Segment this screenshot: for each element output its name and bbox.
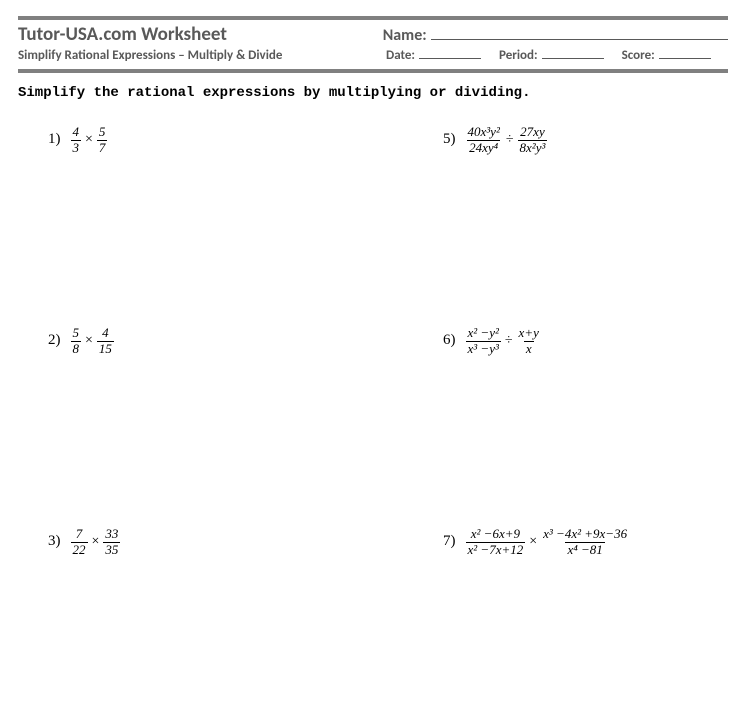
problem-number: 6): [443, 326, 456, 349]
problem-6: 6) x² −y² x³ −y³ ÷ x+y x: [373, 326, 728, 357]
problem-number: 5): [443, 125, 456, 148]
problem-expression: 5 8 × 4 15: [71, 326, 114, 357]
problem-expression: x² −y² x³ −y³ ÷ x+y x: [466, 326, 541, 357]
fraction: 40x³y² 24xy⁴: [466, 125, 502, 156]
problem-7: 7) x² −6x+9 x² −7x+12 × x³ −4x² +9x−36 x…: [373, 527, 728, 558]
numerator: x² −y²: [466, 326, 501, 341]
left-column: 1) 4 3 × 5 7 2) 5 8 ×: [18, 125, 373, 728]
problem-number: 3): [48, 527, 61, 550]
fraction: 5 7: [97, 125, 108, 156]
fraction: x+y x: [517, 326, 541, 357]
worksheet-subtitle: Simplify Rational Expressions – Multiply…: [18, 48, 386, 63]
fraction: 4 15: [97, 326, 114, 357]
numerator: 33: [103, 527, 120, 542]
problem-2: 2) 5 8 × 4 15: [18, 326, 373, 357]
period-label: Period:: [499, 48, 538, 63]
problem-1: 1) 4 3 × 5 7: [18, 125, 373, 156]
worksheet-title: Tutor-USA.com Worksheet: [18, 23, 383, 46]
fraction: x² −6x+9 x² −7x+12: [466, 527, 526, 558]
numerator: x² −6x+9: [469, 527, 522, 542]
numerator: 27xy: [518, 125, 547, 140]
score-blank[interactable]: [659, 48, 711, 59]
numerator: 5: [71, 326, 82, 341]
operator: ×: [92, 534, 100, 550]
denominator: 24xy⁴: [467, 140, 500, 156]
problem-expression: 4 3 × 5 7: [71, 125, 108, 156]
numerator: 5: [97, 125, 108, 140]
instructions-text: Simplify the rational expressions by mul…: [18, 85, 728, 101]
problem-expression: 7 22 × 33 35: [71, 527, 121, 558]
right-column: 5) 40x³y² 24xy⁴ ÷ 27xy 8x²y³ 6) x² −y² x…: [373, 125, 728, 728]
numerator: 4: [100, 326, 111, 341]
name-label: Name:: [383, 26, 427, 45]
denominator: 35: [103, 542, 120, 558]
operator: ÷: [506, 132, 514, 148]
operator: ×: [85, 333, 93, 349]
denominator: 15: [97, 341, 114, 357]
denominator: 8: [71, 341, 82, 357]
problem-3: 3) 7 22 × 33 35: [18, 527, 373, 558]
fraction: 33 35: [103, 527, 120, 558]
fraction: 5 8: [71, 326, 82, 357]
problems-area: 1) 4 3 × 5 7 2) 5 8 ×: [18, 125, 728, 728]
title-row: Tutor-USA.com Worksheet Name:: [18, 23, 728, 46]
denominator: x³ −y³: [466, 341, 501, 357]
fraction: 4 3: [71, 125, 82, 156]
operator: ×: [85, 132, 93, 148]
numerator: x³ −4x² +9x−36: [541, 527, 629, 542]
problem-expression: x² −6x+9 x² −7x+12 × x³ −4x² +9x−36 x⁴ −…: [466, 527, 630, 558]
numerator: x+y: [517, 326, 541, 341]
problem-number: 7): [443, 527, 456, 550]
subtitle-row: Simplify Rational Expressions – Multiply…: [18, 48, 728, 63]
problem-expression: 40x³y² 24xy⁴ ÷ 27xy 8x²y³: [466, 125, 548, 156]
date-blank[interactable]: [419, 48, 481, 59]
date-label: Date:: [386, 48, 415, 63]
period-blank[interactable]: [542, 48, 604, 59]
denominator: x: [524, 341, 534, 357]
fraction: 27xy 8x²y³: [518, 125, 548, 156]
denominator: x² −7x+12: [466, 542, 526, 558]
numerator: 40x³y²: [466, 125, 502, 140]
problem-number: 1): [48, 125, 61, 148]
score-label: Score:: [622, 48, 655, 63]
problem-5: 5) 40x³y² 24xy⁴ ÷ 27xy 8x²y³: [373, 125, 728, 156]
fraction: 7 22: [71, 527, 88, 558]
denominator: 3: [71, 140, 82, 156]
bottom-rule: [18, 69, 728, 73]
operator: ×: [529, 534, 537, 550]
fraction: x³ −4x² +9x−36 x⁴ −81: [541, 527, 629, 558]
numerator: 7: [74, 527, 85, 542]
top-rule: [18, 16, 728, 20]
denominator: 8x²y³: [518, 140, 548, 156]
denominator: x⁴ −81: [565, 542, 604, 558]
numerator: 4: [71, 125, 82, 140]
fraction: x² −y² x³ −y³: [466, 326, 501, 357]
problem-number: 2): [48, 326, 61, 349]
denominator: 22: [71, 542, 88, 558]
denominator: 7: [97, 140, 108, 156]
operator: ÷: [505, 333, 513, 349]
name-blank[interactable]: [431, 26, 728, 40]
